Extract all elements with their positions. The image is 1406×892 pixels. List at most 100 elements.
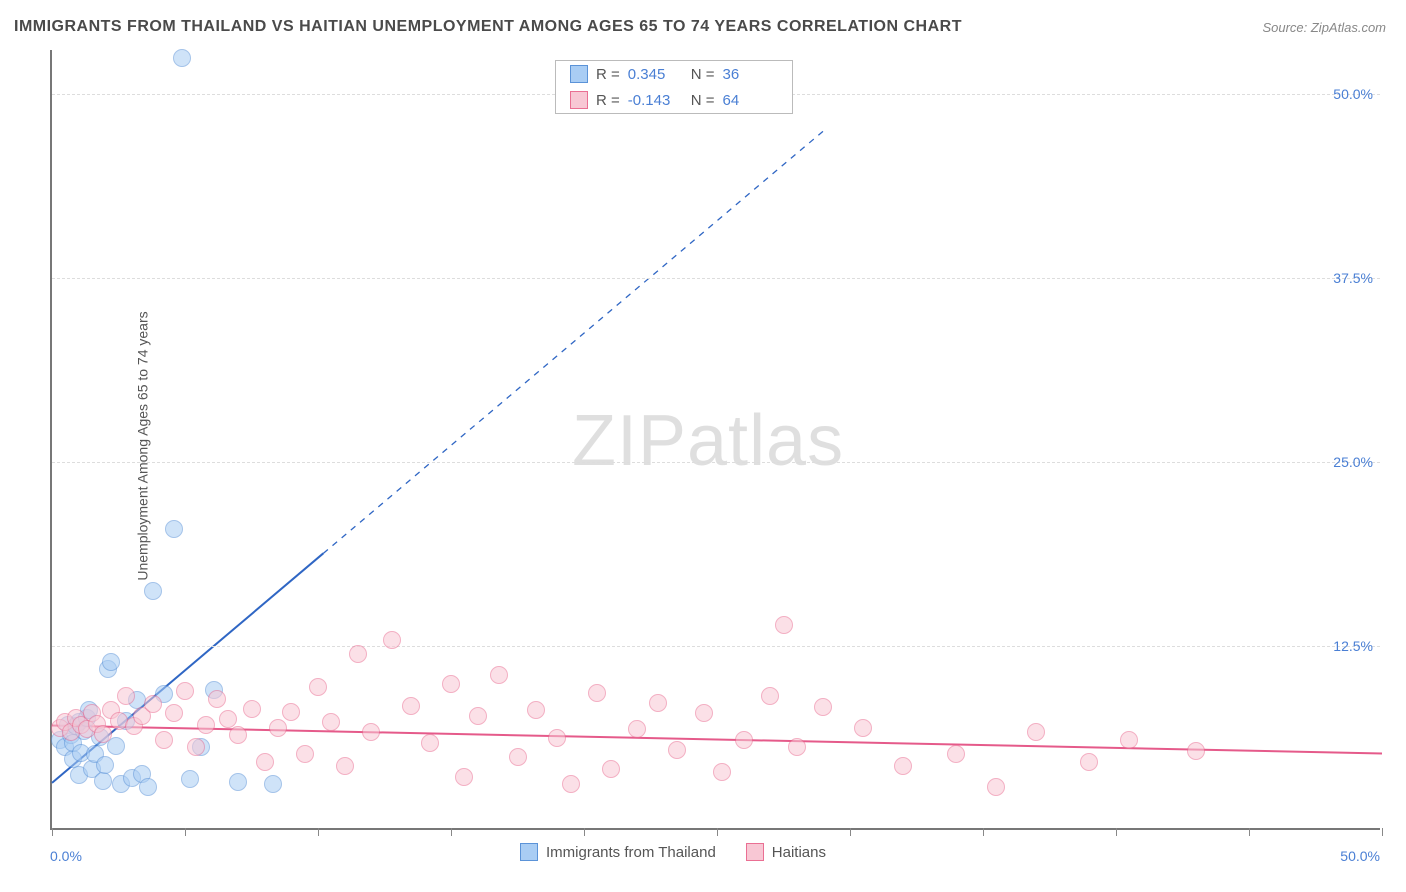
data-point <box>144 695 162 713</box>
r-label: R = <box>596 92 620 109</box>
n-value: 36 <box>723 66 778 83</box>
data-point <box>761 687 779 705</box>
data-point <box>442 675 460 693</box>
data-point <box>94 772 112 790</box>
data-point <box>713 763 731 781</box>
data-point <box>243 700 261 718</box>
data-point <box>455 768 473 786</box>
stats-legend-row: R =-0.143N =64 <box>556 87 792 113</box>
n-label: N = <box>691 92 715 109</box>
data-point <box>383 631 401 649</box>
legend-swatch <box>570 65 588 83</box>
data-point <box>362 723 380 741</box>
x-tick <box>850 828 851 836</box>
y-tick-label: 37.5% <box>1333 270 1385 286</box>
data-point <box>1080 753 1098 771</box>
x-tick <box>318 828 319 836</box>
r-label: R = <box>596 66 620 83</box>
data-point <box>894 757 912 775</box>
data-point <box>588 684 606 702</box>
data-point <box>814 698 832 716</box>
x-tick <box>52 828 53 836</box>
data-point <box>336 757 354 775</box>
data-point <box>402 697 420 715</box>
data-point <box>668 741 686 759</box>
x-tick <box>185 828 186 836</box>
data-point <box>309 678 327 696</box>
data-point <box>256 753 274 771</box>
data-point <box>562 775 580 793</box>
chart-title: IMMIGRANTS FROM THAILAND VS HAITIAN UNEM… <box>14 18 962 36</box>
legend-swatch <box>570 91 588 109</box>
watermark: ZIPatlas <box>572 400 844 482</box>
data-point <box>264 775 282 793</box>
legend-label: Haitians <box>772 844 826 861</box>
data-point <box>548 729 566 747</box>
data-point <box>1187 742 1205 760</box>
x-tick <box>451 828 452 836</box>
x-tick <box>1116 828 1117 836</box>
legend-item: Immigrants from Thailand <box>520 843 716 861</box>
data-point <box>490 666 508 684</box>
series-legend: Immigrants from Thailand Haitians <box>520 843 826 861</box>
data-point <box>987 778 1005 796</box>
data-point <box>509 748 527 766</box>
gridline <box>52 462 1380 463</box>
data-point <box>229 726 247 744</box>
data-point <box>165 520 183 538</box>
data-point <box>181 770 199 788</box>
data-point <box>1120 731 1138 749</box>
data-point <box>208 690 226 708</box>
r-value: -0.143 <box>628 92 683 109</box>
data-point <box>775 616 793 634</box>
x-tick <box>717 828 718 836</box>
stats-legend: R =0.345N =36R =-0.143N =64 <box>555 60 793 114</box>
y-tick-label: 12.5% <box>1333 638 1385 654</box>
r-value: 0.345 <box>628 66 683 83</box>
data-point <box>1027 723 1045 741</box>
data-point <box>269 719 287 737</box>
legend-swatch <box>520 843 538 861</box>
data-point <box>854 719 872 737</box>
data-point <box>229 773 247 791</box>
source-attribution: Source: ZipAtlas.com <box>1262 20 1386 35</box>
stats-legend-row: R = 0.345 N = 36 <box>556 61 792 87</box>
legend-item: Haitians <box>746 843 826 861</box>
data-point <box>94 725 112 743</box>
data-point <box>527 701 545 719</box>
data-point <box>144 582 162 600</box>
x-tick-label: 0.0% <box>50 848 82 864</box>
y-tick-label: 25.0% <box>1333 454 1385 470</box>
gridline <box>52 646 1380 647</box>
data-point <box>788 738 806 756</box>
data-point <box>649 694 667 712</box>
n-label: N = <box>691 66 715 83</box>
x-tick <box>584 828 585 836</box>
gridline <box>52 278 1380 279</box>
data-point <box>947 745 965 763</box>
data-point <box>187 738 205 756</box>
data-point <box>117 687 135 705</box>
data-point <box>139 778 157 796</box>
plot-area: ZIPatlas 12.5%25.0%37.5%50.0% <box>50 50 1380 830</box>
x-tick <box>983 828 984 836</box>
data-point <box>197 716 215 734</box>
data-point <box>421 734 439 752</box>
data-point <box>165 704 183 722</box>
data-point <box>349 645 367 663</box>
x-tick <box>1249 828 1250 836</box>
data-point <box>695 704 713 722</box>
x-tick-label: 50.0% <box>1340 848 1380 864</box>
data-point <box>602 760 620 778</box>
data-point <box>628 720 646 738</box>
data-point <box>96 756 114 774</box>
legend-label: Immigrants from Thailand <box>546 844 716 861</box>
data-point <box>173 49 191 67</box>
data-point <box>735 731 753 749</box>
data-point <box>469 707 487 725</box>
data-point <box>102 653 120 671</box>
legend-swatch <box>746 843 764 861</box>
data-point <box>176 682 194 700</box>
y-tick-label: 50.0% <box>1333 86 1385 102</box>
data-point <box>322 713 340 731</box>
